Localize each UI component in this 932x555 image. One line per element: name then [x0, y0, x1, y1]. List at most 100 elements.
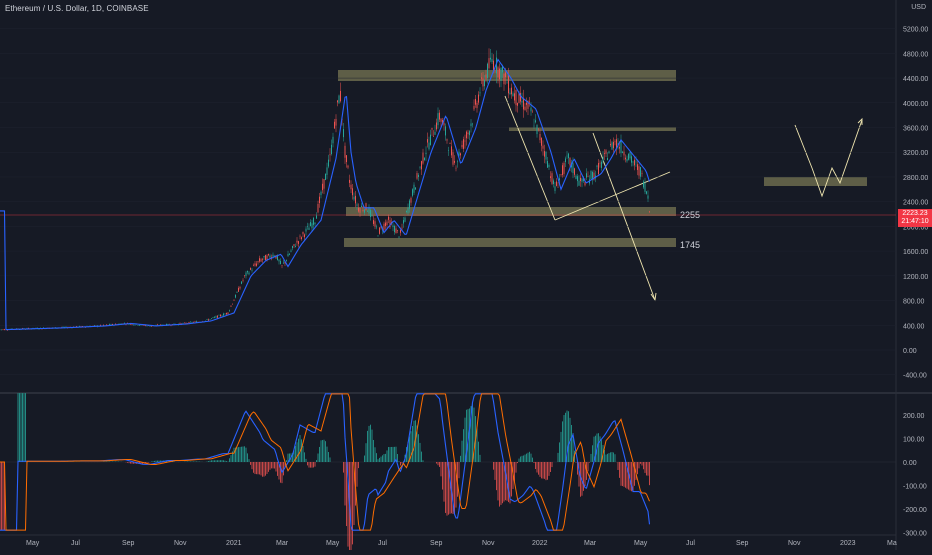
histogram-bar: [438, 462, 439, 465]
histogram-bar: [387, 450, 388, 462]
histogram-bar: [565, 413, 566, 462]
histogram-bar: [265, 462, 266, 476]
histogram-bar: [378, 459, 379, 462]
candle-body: [370, 210, 371, 217]
histogram-bar: [234, 448, 235, 462]
histogram-bar: [370, 425, 371, 462]
indicator-axis-label: 0.00: [903, 460, 917, 467]
candle-body: [625, 158, 626, 160]
candle-body: [262, 259, 263, 260]
histogram-bar: [375, 447, 376, 462]
histogram-bar: [508, 462, 509, 502]
price-axis-label: 3200.00: [903, 150, 928, 157]
histogram-bar: [3, 462, 4, 530]
candle-body: [144, 325, 145, 326]
histogram-bar: [280, 462, 281, 483]
candle-body: [324, 179, 325, 189]
histogram-bar: [1, 462, 2, 530]
histogram-bar: [592, 445, 593, 462]
candle-body: [151, 326, 152, 327]
price-axis-label: 4800.00: [903, 51, 928, 58]
histogram-bar: [364, 456, 365, 462]
histogram-bar: [502, 462, 503, 503]
histogram-bar: [18, 393, 19, 462]
price-axis-label: 0.00: [903, 348, 917, 355]
histogram-bar: [258, 462, 259, 474]
candle-body: [306, 229, 307, 232]
candle-body: [280, 261, 281, 264]
candle-body: [643, 182, 644, 188]
candle-body: [216, 316, 217, 317]
histogram-bar: [304, 452, 305, 462]
histogram-bar: [618, 462, 619, 470]
candle-body: [300, 236, 301, 237]
time-axis-label: Ma: [887, 540, 897, 547]
candle-body: [535, 120, 536, 122]
histogram-bar: [580, 462, 581, 497]
candle-body: [588, 176, 589, 177]
histogram-bar: [220, 460, 221, 462]
candle-body: [487, 64, 488, 78]
candle-body: [226, 313, 227, 314]
histogram-bar: [646, 462, 647, 475]
time-axis-label: May: [26, 540, 40, 547]
candle-body: [295, 246, 296, 247]
candle-body: [526, 103, 527, 105]
histogram-bar: [418, 434, 419, 462]
candle-body: [591, 171, 592, 179]
candle-body: [432, 128, 433, 130]
histogram-bar: [226, 461, 227, 462]
candle-body: [289, 254, 290, 255]
histogram-bar: [612, 452, 613, 462]
candle-body: [469, 131, 470, 135]
candle-body: [460, 153, 461, 155]
candle-body: [402, 228, 403, 229]
currency-label: USD: [911, 4, 926, 11]
candle-body: [486, 74, 487, 79]
histogram-bar: [147, 462, 148, 463]
candle-body: [294, 244, 295, 246]
candle-body: [613, 142, 614, 148]
histogram-bar: [391, 447, 392, 462]
candle-body: [450, 143, 451, 144]
symbol-title[interactable]: Ethereum / U.S. Dollar, 1D, COINBASE: [5, 4, 149, 13]
histogram-bar: [394, 447, 395, 462]
histogram-bar: [309, 462, 310, 468]
candle-body: [246, 273, 247, 276]
price-axis-label: 1600.00: [903, 249, 928, 256]
candle-body: [516, 90, 517, 105]
histogram-bar: [480, 455, 481, 462]
histogram-bar: [22, 393, 23, 462]
candle-body: [550, 176, 551, 178]
histogram-bar: [552, 462, 553, 467]
histogram-bar: [325, 441, 326, 462]
candle-body: [4, 329, 5, 330]
candle-body: [207, 319, 208, 320]
candle-body: [405, 218, 406, 222]
candle-body: [348, 166, 349, 168]
candle-body: [322, 184, 323, 190]
histogram-bar: [237, 447, 238, 462]
zone-2255: [346, 207, 676, 216]
histogram-bar: [316, 460, 317, 462]
candle-body: [474, 106, 475, 109]
candle-body: [592, 172, 593, 179]
histogram-bar: [642, 462, 643, 466]
histogram-bar: [241, 447, 242, 462]
candle-body: [418, 175, 419, 177]
histogram-bar: [501, 462, 502, 505]
histogram-bar: [277, 462, 278, 476]
candle-body: [252, 270, 253, 271]
histogram-bar: [244, 446, 245, 462]
candle-body: [478, 95, 479, 103]
candle-body: [249, 273, 250, 275]
candle-body: [316, 216, 317, 219]
time-axis-label: Jul: [686, 540, 695, 547]
candle-body: [387, 222, 388, 225]
histogram-bar: [402, 462, 403, 463]
histogram-bar: [609, 453, 610, 462]
candle-body: [640, 167, 641, 177]
